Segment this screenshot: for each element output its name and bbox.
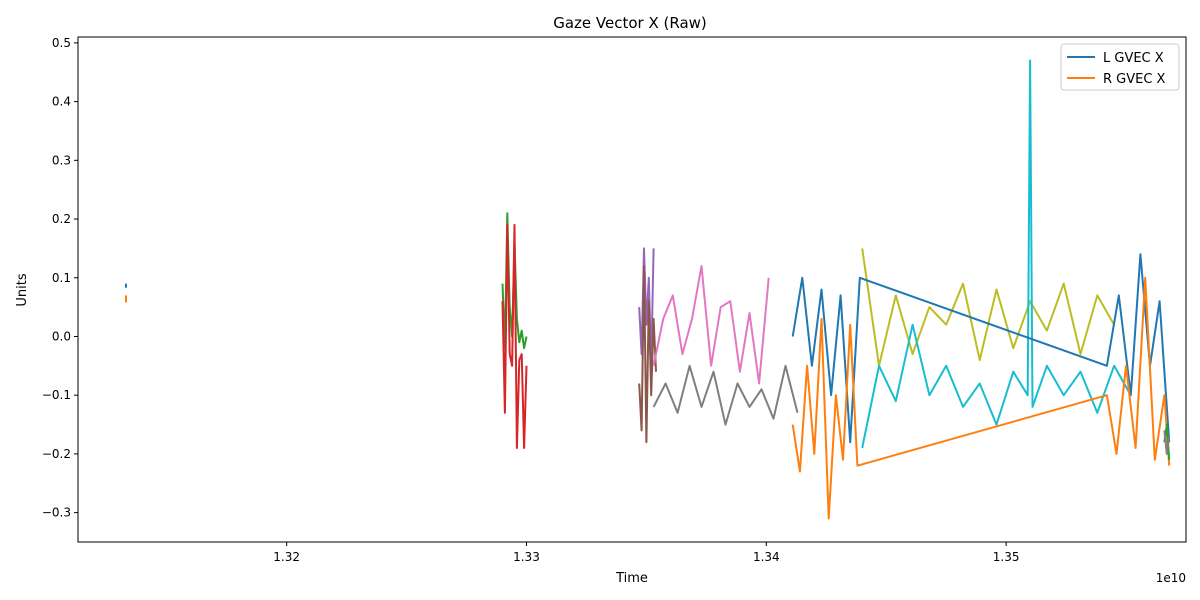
y-tick-label: 0.5 (52, 36, 71, 50)
x-tick-label: 1.32 (273, 550, 300, 564)
x-axis-label: Time (615, 571, 648, 586)
chart-title: Gaze Vector X (Raw) (553, 14, 707, 32)
y-tick-label: −0.1 (42, 388, 71, 402)
series-line-14 (1163, 430, 1171, 455)
x-axis: 1.32 1.33 1.34 1.35 (273, 542, 1019, 564)
legend: L GVEC X R GVEC X (1060, 43, 1180, 91)
series-line-7 (652, 265, 770, 385)
y-tick-label: 0.0 (52, 329, 71, 343)
series-line-8 (652, 364, 799, 426)
series-line-4 (501, 223, 528, 449)
x-tick-label: 1.34 (753, 550, 780, 564)
plot-frame (77, 36, 1187, 543)
y-tick-label: −0.2 (42, 447, 71, 461)
series-line-9 (861, 248, 1115, 367)
series-line-10 (861, 59, 1132, 449)
y-tick-label: −0.3 (42, 506, 71, 520)
y-tick-label: 0.3 (52, 153, 71, 167)
series-layer (125, 59, 1171, 520)
x-offset-label: 1e10 (1156, 571, 1186, 585)
x-tick-label: 1.33 (513, 550, 540, 564)
legend-label: L GVEC X (1103, 51, 1164, 66)
legend-label: R GVEC X (1103, 72, 1166, 87)
y-axis-label: Units (15, 273, 30, 306)
series-line-12 (791, 276, 1171, 520)
series-line-6 (638, 265, 657, 444)
y-tick-label: 0.4 (52, 95, 71, 109)
x-tick-label: 1.35 (993, 550, 1020, 564)
series-line-11 (791, 253, 1171, 444)
y-axis: −0.3 −0.2 −0.1 0.0 0.1 0.2 0.3 0.4 0.5 (42, 36, 78, 520)
y-tick-label: 0.1 (52, 271, 71, 285)
series-line-5 (638, 247, 655, 367)
y-tick-label: 0.2 (52, 212, 71, 226)
